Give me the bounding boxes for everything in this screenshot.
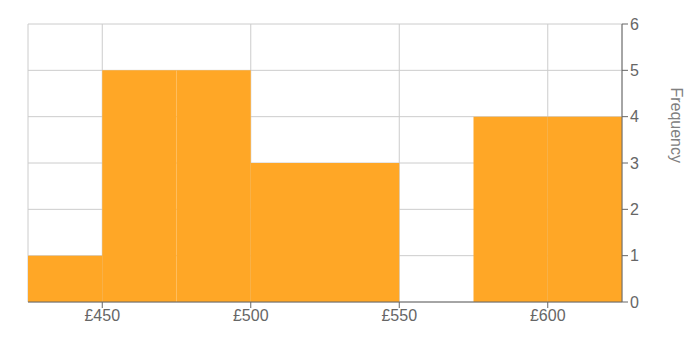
svg-text:5: 5	[630, 62, 639, 79]
svg-text:1: 1	[630, 247, 639, 264]
svg-text:3: 3	[630, 155, 639, 172]
svg-text:6: 6	[630, 16, 639, 33]
svg-text:4: 4	[630, 108, 639, 125]
svg-text:£600: £600	[530, 307, 566, 324]
svg-text:0: 0	[630, 294, 639, 311]
svg-text:£550: £550	[381, 307, 417, 324]
svg-text:£500: £500	[233, 307, 269, 324]
svg-text:£450: £450	[84, 307, 120, 324]
svg-text:2: 2	[630, 201, 639, 218]
svg-text:Frequency: Frequency	[668, 87, 685, 163]
